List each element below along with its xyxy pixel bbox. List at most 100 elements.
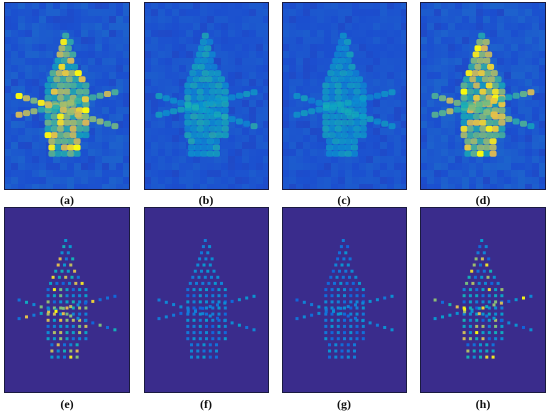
noise-cell xyxy=(11,44,18,51)
target-pixel xyxy=(351,138,358,145)
target-pixel xyxy=(76,275,80,279)
target-pixel xyxy=(359,82,367,89)
noise-cell xyxy=(228,51,235,58)
noise-cell xyxy=(282,37,289,44)
noise-cell xyxy=(380,149,387,156)
target-pixel xyxy=(489,150,497,157)
noise-cell xyxy=(401,135,407,142)
noise-cell xyxy=(102,128,109,135)
noise-cell xyxy=(455,128,462,135)
noise-cell xyxy=(165,149,172,156)
target-pixel xyxy=(228,94,236,101)
target-pixel xyxy=(184,102,192,109)
noise-cell xyxy=(490,37,497,44)
noise-cell xyxy=(172,51,179,58)
target-pixel xyxy=(333,70,341,77)
noise-cell xyxy=(263,163,269,170)
target-pixel xyxy=(199,39,207,45)
noise-cell xyxy=(504,107,511,114)
target-blob xyxy=(293,32,396,157)
target-pixel xyxy=(341,119,348,126)
noise-cell xyxy=(193,16,200,23)
noise-cell xyxy=(109,184,116,190)
target-pixel xyxy=(322,102,330,109)
noise-cell xyxy=(469,184,476,190)
noise-cell xyxy=(179,9,186,16)
noise-cell xyxy=(144,93,151,100)
target-pixel xyxy=(473,82,481,89)
target-pixel xyxy=(500,312,504,316)
noise-cell xyxy=(151,142,158,149)
target-pixel xyxy=(494,306,498,310)
noise-cell xyxy=(123,58,130,65)
noise-cell xyxy=(359,44,366,51)
noise-cell xyxy=(123,163,130,170)
noise-cell xyxy=(4,72,11,79)
noise-cell xyxy=(256,149,263,156)
target-pixel xyxy=(57,82,65,89)
target-pixel xyxy=(462,324,466,328)
target-pixel xyxy=(196,94,204,101)
target-pixel xyxy=(473,94,481,101)
target-pixel xyxy=(330,300,334,304)
target-pixel xyxy=(346,305,350,309)
noise-cell xyxy=(373,142,380,149)
noise-cell xyxy=(448,79,455,86)
target-pixel xyxy=(500,288,504,292)
target-pixel xyxy=(359,119,367,126)
target-pixel xyxy=(485,119,493,126)
panel-b-image xyxy=(144,2,269,190)
noise-cell xyxy=(256,65,263,72)
noise-cell xyxy=(18,163,25,170)
noise-cell xyxy=(303,100,310,107)
noise-cell xyxy=(511,177,518,184)
noise-cell xyxy=(193,184,200,190)
noise-cell xyxy=(420,128,427,135)
noise-cell xyxy=(53,163,60,170)
noise-cell xyxy=(165,37,172,44)
noise-cell xyxy=(4,37,11,44)
noise-cell xyxy=(228,86,235,93)
target-pixel xyxy=(466,94,474,101)
noise-cell xyxy=(235,177,242,184)
noise-cell xyxy=(228,177,235,184)
noise-cell xyxy=(200,170,207,177)
noise-cell xyxy=(483,9,490,16)
target-pixel xyxy=(475,324,479,328)
noise-cell xyxy=(434,170,441,177)
noise-cell xyxy=(387,65,394,72)
target-pixel xyxy=(494,294,498,298)
noise-cell xyxy=(366,184,373,190)
noise-cell xyxy=(511,30,518,37)
noise-cell xyxy=(359,156,366,163)
target-pixel xyxy=(78,76,86,83)
noise-cell xyxy=(18,79,25,86)
noise-cell xyxy=(359,170,366,177)
noise-cell xyxy=(235,51,242,58)
noise-cell xyxy=(39,142,46,149)
noise-cell xyxy=(95,9,102,16)
target-pixel xyxy=(52,318,56,322)
noise-cell xyxy=(387,37,394,44)
target-pixel xyxy=(336,294,340,298)
noise-cell xyxy=(296,9,303,16)
noise-cell xyxy=(434,2,441,9)
noise-cell xyxy=(525,58,532,65)
noise-cell xyxy=(359,135,366,142)
noise-cell xyxy=(207,170,214,177)
noise-cell xyxy=(303,121,310,128)
noise-cell xyxy=(296,23,303,30)
noise-cell xyxy=(504,156,511,163)
panel-g-image xyxy=(282,207,407,393)
target-pixel xyxy=(177,106,185,113)
noise-cell xyxy=(394,142,401,149)
noise-cell xyxy=(296,135,303,142)
noise-cell xyxy=(497,2,504,9)
target-pixel xyxy=(200,269,203,273)
target-pixel xyxy=(485,125,493,132)
target-pixel xyxy=(470,150,478,157)
target-pixel xyxy=(356,76,363,83)
noise-cell xyxy=(282,107,289,114)
target-pixel xyxy=(215,119,223,126)
target-pixel xyxy=(237,298,241,302)
